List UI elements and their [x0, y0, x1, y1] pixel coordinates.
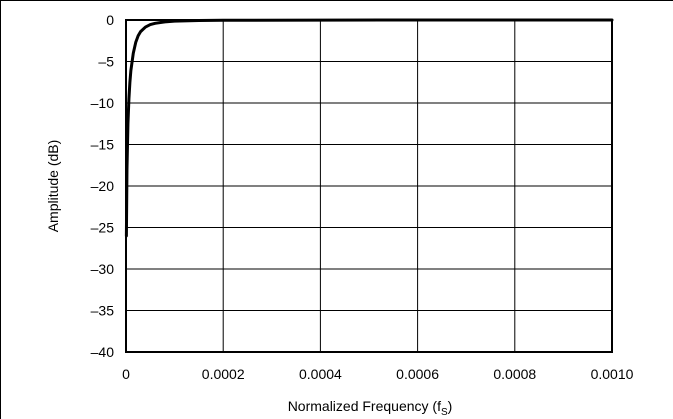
y-tick-label: –20: [91, 178, 115, 194]
y-tick-label: –25: [91, 220, 115, 236]
series-layer: [124, 18, 614, 238]
x-axis-label: Normalized Frequency (fS): [288, 398, 453, 418]
y-axis-label: Amplitude (dB): [45, 140, 61, 233]
y-tick-label: –5: [98, 54, 114, 70]
y-tick-label: –10: [91, 95, 115, 111]
x-tick-label: 0: [122, 366, 130, 382]
y-tick-labels: 0 –5 –10 –15 –20 –25 –30 –35 –40: [91, 12, 115, 360]
series-line: [124, 18, 614, 238]
x-tick-label: 0.0002: [202, 366, 245, 382]
x-axis-label-subscript: S: [441, 407, 448, 418]
x-tick-label: 0.0010: [591, 366, 634, 382]
y-tick-label: –40: [91, 344, 115, 360]
x-tick-label: 0.0006: [396, 366, 439, 382]
y-tick-label: 0: [106, 12, 114, 28]
y-tick-label: –15: [91, 137, 115, 153]
x-tick-label: 0.0008: [493, 366, 536, 382]
y-tick-label: –30: [91, 261, 115, 277]
x-tick-labels: 0 0.0002 0.0004 0.0006 0.0008 0.0010: [122, 366, 634, 382]
grid: [125, 19, 613, 353]
plot-frame: [125, 19, 613, 353]
x-tick-label: 0.0004: [299, 366, 342, 382]
y-tick-label: –35: [91, 303, 115, 319]
